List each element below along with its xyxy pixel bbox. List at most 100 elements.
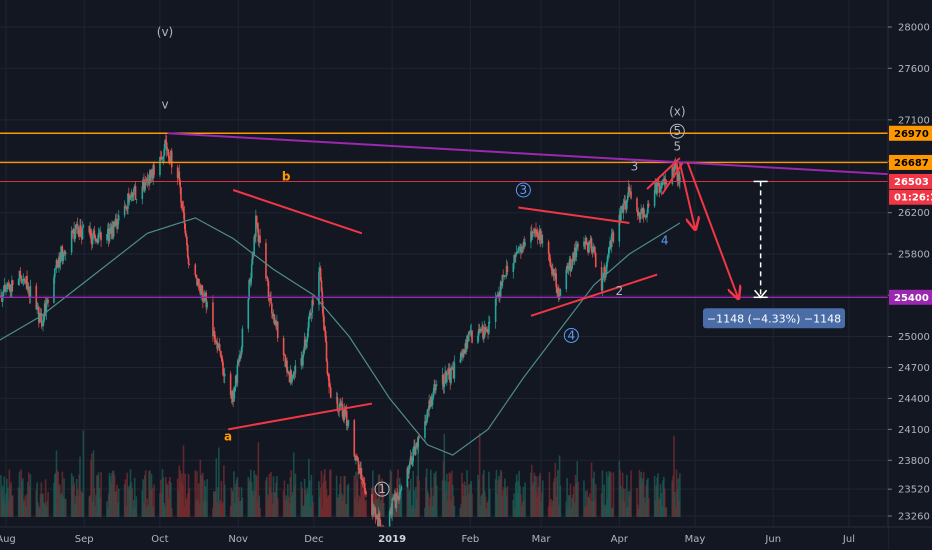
candle-body [610, 233, 613, 248]
volume-bar [363, 477, 366, 517]
candle-body [117, 215, 120, 221]
candle-body [109, 227, 112, 229]
candle-body [642, 208, 645, 217]
candle-body [38, 313, 41, 323]
candle-body [23, 278, 26, 282]
candle-body [374, 507, 377, 517]
volume-bar [21, 480, 23, 517]
volume-bar [116, 484, 118, 517]
x-axis-panel[interactable] [0, 527, 888, 550]
candle-body [181, 202, 183, 208]
volume-bar [265, 480, 267, 517]
trend-line[interactable] [518, 206, 630, 225]
volume-bar [128, 488, 130, 517]
candle-body [318, 268, 321, 273]
price-tag-label: 01:26:15 [894, 193, 932, 204]
volume-bar [605, 504, 607, 517]
volume-bar [19, 488, 22, 517]
volume-bar [678, 501, 680, 517]
candle-body [505, 265, 508, 276]
y-axis-panel[interactable] [888, 0, 932, 550]
volume-bar [187, 474, 190, 517]
volume-bar [446, 473, 448, 517]
volume-bar [1, 485, 4, 517]
candle-body [269, 296, 271, 300]
candle-body [164, 140, 166, 150]
volume-bar [428, 506, 430, 517]
candle-body [464, 343, 467, 354]
candle-body [288, 373, 291, 382]
candle-body [24, 281, 27, 283]
candle-body [148, 181, 150, 184]
candle-body [134, 186, 137, 200]
volume-bar [556, 476, 558, 517]
candle-body [442, 374, 445, 387]
candle-body [462, 349, 465, 357]
volume-bar [388, 482, 391, 517]
volume-bar [324, 469, 326, 517]
volume-bar [433, 473, 436, 517]
volume-bar [360, 473, 362, 517]
volume-bar [180, 481, 182, 517]
candle-body [202, 301, 205, 303]
candle-body [533, 232, 536, 234]
candle-body [461, 352, 463, 354]
volume-bar [461, 472, 463, 517]
volume-bar [519, 485, 521, 517]
volume-bar [539, 472, 542, 517]
volume-bar [250, 482, 253, 517]
volume-bar [127, 486, 129, 517]
volume-bar [22, 478, 24, 517]
volume-bar [506, 486, 509, 517]
volume-bar [654, 500, 657, 517]
candle-body [645, 215, 648, 218]
trend-line[interactable] [646, 157, 681, 190]
candle-body [3, 284, 6, 291]
volume-bar [382, 486, 384, 517]
projection-arrow[interactable] [686, 161, 737, 297]
y-tick-label: 28000 [898, 23, 930, 34]
projection-arrow[interactable] [678, 162, 695, 228]
candle-body [584, 238, 587, 245]
volume-bar [589, 493, 591, 517]
y-tick-label: 27100 [898, 115, 930, 126]
candle-body [18, 270, 21, 279]
volume-bar [79, 456, 81, 517]
candle-body [160, 157, 163, 159]
volume-bar [319, 487, 322, 517]
trend-line[interactable] [227, 402, 373, 431]
volume-bar [43, 502, 45, 517]
volume-bar [250, 469, 252, 517]
candle-body [276, 321, 279, 339]
volume-bar [429, 497, 431, 517]
volume-bar [166, 484, 169, 517]
volume-bar [451, 484, 454, 517]
candle-body [271, 313, 274, 317]
volume-bar [268, 473, 271, 517]
candle-body [397, 496, 399, 500]
candle-body [624, 200, 626, 204]
candle-body [62, 254, 65, 262]
candle-body [2, 290, 5, 296]
price-tag [889, 125, 932, 141]
volume-bar [294, 473, 297, 517]
trend-line[interactable] [232, 189, 363, 235]
volume-bar [555, 496, 557, 517]
trend-line[interactable] [661, 162, 684, 195]
candle-body [302, 354, 304, 366]
candle-body [303, 339, 306, 350]
candle-body [82, 225, 85, 228]
candle-body [626, 195, 629, 201]
candle-body [77, 226, 80, 235]
volume-bar [181, 485, 184, 517]
trend-line[interactable] [167, 132, 932, 178]
volume-bar [220, 480, 223, 517]
volume-bar [460, 503, 462, 517]
candle-body [116, 224, 118, 229]
volume-bar [413, 489, 415, 517]
trend-line[interactable] [530, 273, 658, 317]
volume-bar [336, 497, 339, 517]
candle-body [414, 446, 417, 455]
